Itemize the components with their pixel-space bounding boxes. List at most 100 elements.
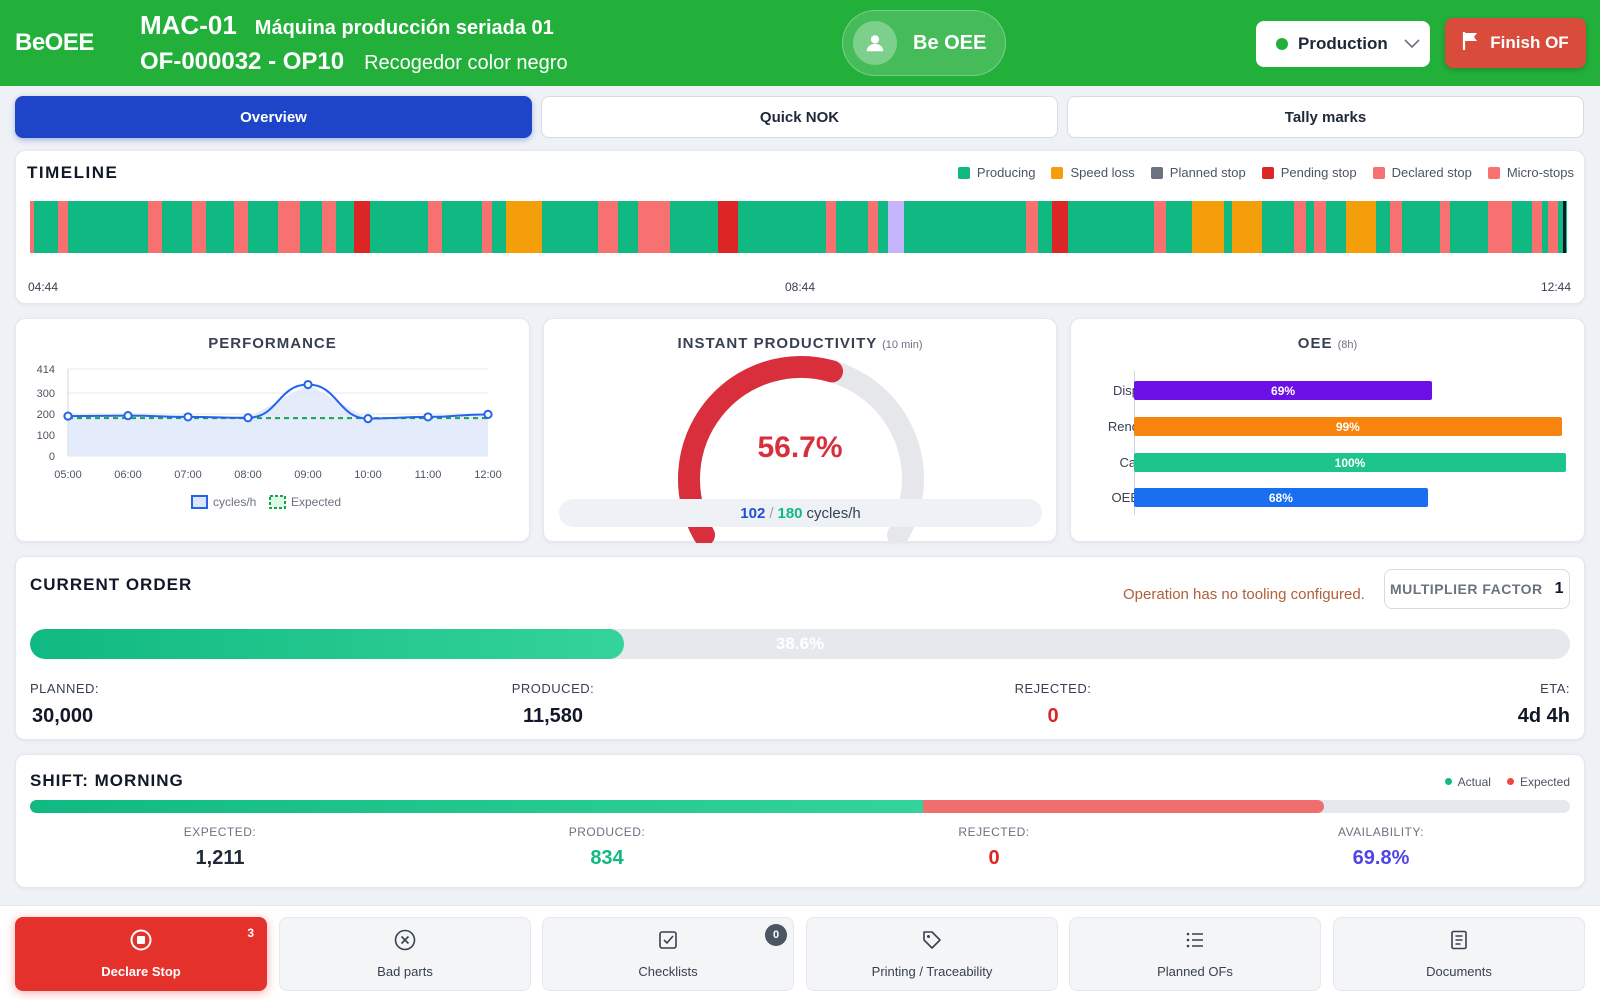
productivity-percent: 56.7% <box>757 431 843 464</box>
shift-rejected-value: 0 <box>988 847 1000 869</box>
timeline-card: TIMELINE Producing Speed loss Planned st… <box>15 150 1585 304</box>
data-point <box>243 413 253 423</box>
timeline-segment <box>1192 201 1224 253</box>
bad-parts-button[interactable]: Bad parts <box>279 917 531 991</box>
timeline-segment <box>1390 201 1402 253</box>
timeline-segment <box>1224 201 1232 253</box>
timeline-segment <box>278 201 290 253</box>
printing-traceability-label: Printing / Traceability <box>871 964 993 979</box>
eta-label: ETA: <box>1540 681 1570 696</box>
mode-select[interactable]: Production <box>1256 21 1430 67</box>
timeline-segment <box>1402 201 1440 253</box>
timeline-segment <box>738 201 826 253</box>
legend-micro-stops: Micro-stops <box>1487 165 1574 180</box>
multiplier-factor[interactable]: MULTIPLIER FACTOR 1 <box>1384 569 1570 609</box>
oee-row-cal: Cal 100% <box>1071 453 1584 473</box>
timeline-segment <box>888 201 904 253</box>
timeline-mid-time: 08:44 <box>785 280 816 294</box>
documents-label: Documents <box>1426 964 1492 979</box>
performance-title: PERFORMANCE <box>208 335 337 352</box>
legend-producing: Producing <box>957 165 1035 180</box>
order-progress-fill <box>30 629 625 659</box>
timeline-segment <box>1232 201 1262 253</box>
checklists-button[interactable]: 0 Checklists <box>542 917 794 991</box>
timeline-segment <box>370 201 428 253</box>
finish-order-button[interactable]: Finish OF <box>1445 18 1586 68</box>
productivity-card: INSTANT PRODUCTIVITY (10 min) 56.7% 102 … <box>543 318 1057 543</box>
timeline-segment <box>618 201 638 253</box>
legend-planned-stop: Planned stop <box>1150 165 1246 180</box>
tab-overview[interactable]: Overview <box>15 96 532 138</box>
tab-tally-marks[interactable]: Tally marks <box>1067 96 1584 138</box>
timeline-segment <box>68 201 148 253</box>
x-tick-label: 07:00 <box>174 469 202 481</box>
shift-legend: Actual Expected <box>1444 775 1570 789</box>
timeline-end-time: 12:44 <box>1541 280 1572 294</box>
rejected-label: REJECTED: <box>1014 681 1092 696</box>
user-button[interactable]: Be OEE <box>842 10 1006 76</box>
declare-stop-label: Declare Stop <box>101 964 181 979</box>
productivity-separator: / <box>769 504 774 522</box>
user-icon <box>853 21 897 65</box>
timeline-segment <box>638 201 648 253</box>
oee-window: (8h) <box>1337 339 1358 351</box>
shift-rejected: REJECTED: 0 <box>894 825 1094 870</box>
data-point <box>183 412 193 422</box>
timeline-segment <box>206 201 234 253</box>
shift-produced-value: 834 <box>590 847 624 869</box>
current-order-title: CURRENT ORDER <box>30 575 193 594</box>
timeline-segment <box>482 201 492 253</box>
data-point <box>363 413 373 424</box>
timeline-segment <box>656 201 670 253</box>
timeline-segment <box>718 201 738 253</box>
timeline-segment <box>248 201 278 253</box>
timeline-segment <box>1542 201 1548 253</box>
timeline-segment <box>904 201 1026 253</box>
timeline-segment <box>336 201 354 253</box>
timeline-segment <box>836 201 868 253</box>
timeline-segment <box>290 201 300 253</box>
x-tick-label: 08:00 <box>234 469 262 481</box>
timeline-segment <box>670 201 718 253</box>
shift-availability-value: 69.8% <box>1352 847 1410 869</box>
timeline-segment <box>442 201 482 253</box>
x-tick-label: 12:00 <box>474 469 502 481</box>
documents-button[interactable]: Documents <box>1333 917 1585 991</box>
order-progress-bar: 38.6% <box>30 629 1570 659</box>
machine-code: MAC-01 <box>140 10 237 40</box>
oee-card: OEE (8h) Disp 69% Rend 99% Cal 100% OEE … <box>1070 318 1585 542</box>
timeline-segment <box>30 201 34 253</box>
data-point <box>123 411 133 421</box>
oee-bar-rend: 99% <box>1134 417 1562 436</box>
x-tick-label: 05:00 <box>54 469 82 481</box>
timeline-segment <box>1440 201 1450 253</box>
oee-bar-disp: 69% <box>1134 381 1433 400</box>
printing-traceability-button[interactable]: Printing / Traceability <box>806 917 1058 991</box>
timeline-segment <box>1558 201 1565 253</box>
timeline-segment <box>826 201 836 253</box>
multiplier-label: MULTIPLIER FACTOR <box>1389 581 1543 597</box>
timeline-now-marker <box>1563 201 1566 253</box>
productivity-title: INSTANT PRODUCTIVITY (10 min) <box>677 335 923 352</box>
produced-value: 11,580 <box>522 705 584 727</box>
legend-expected-swatch <box>269 495 286 509</box>
declare-stop-button[interactable]: 3 Declare Stop <box>15 917 267 991</box>
timeline-segment <box>1314 201 1326 253</box>
timeline-segment <box>58 201 68 253</box>
checkbox-icon <box>657 929 679 954</box>
oee-axis <box>1134 371 1135 515</box>
timeline-bar[interactable] <box>30 201 1567 253</box>
order-info: OF-000032 - OP10 Recogedor color negro <box>140 48 568 76</box>
planned-ofs-button[interactable]: Planned OFs <box>1069 917 1321 991</box>
timeline-segment <box>234 201 248 253</box>
timeline-segment <box>1326 201 1346 253</box>
legend-actual-label: cycles/h <box>213 495 256 509</box>
productivity-rate: 102 / 180 cycles/h <box>559 499 1042 527</box>
tab-quick-nok[interactable]: Quick NOK <box>541 96 1058 138</box>
stop-circle-icon <box>130 929 152 954</box>
shift-title: SHIFT: MORNING <box>30 771 184 790</box>
timeline-segment <box>428 201 442 253</box>
actual-area <box>68 384 488 456</box>
timeline-segment <box>1166 201 1192 253</box>
productivity-window: (10 min) <box>882 339 923 351</box>
